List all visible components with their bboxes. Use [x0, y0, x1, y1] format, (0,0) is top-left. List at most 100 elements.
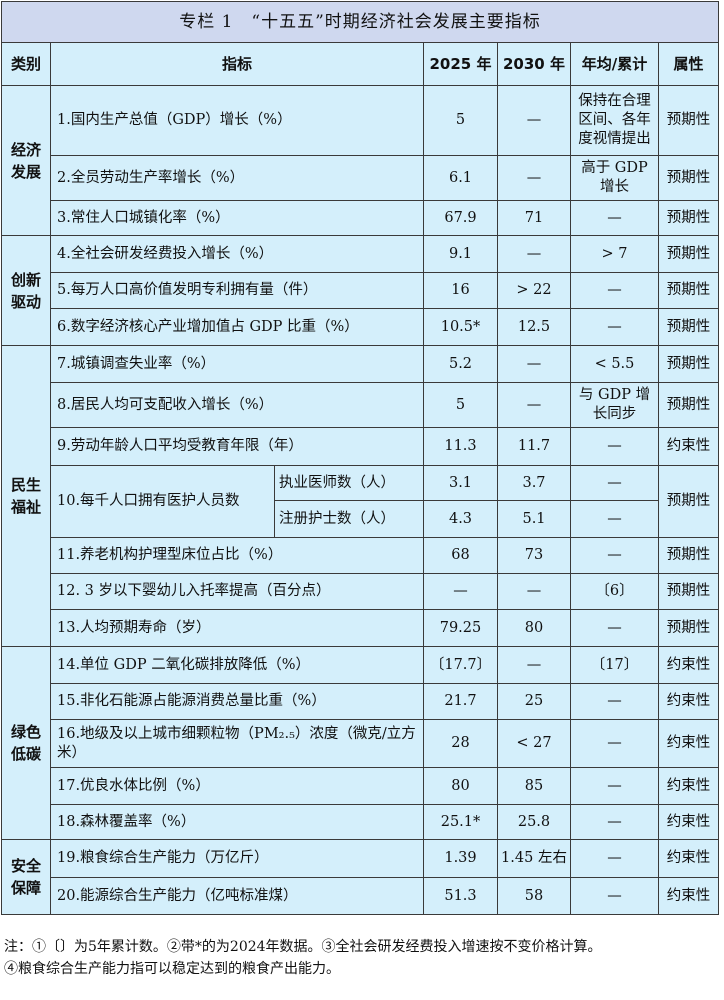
value-2025: 11.3 — [423, 427, 498, 466]
table-notes: 注：①〔〕为5年累计数。②带*的为2024年数据。③全社会研发经费投入增速按不变… — [4, 936, 720, 980]
header-indicator: 指标 — [50, 42, 424, 86]
value-2025: 80 — [423, 767, 498, 805]
table-row: 13.人均预期寿命（岁） 79.25 80— 预期性 — [2, 609, 720, 647]
attribute: 约束性 — [657, 683, 720, 720]
sub-indicator-label: 执业医师数（人） — [274, 465, 424, 501]
attribute: 约束性 — [657, 877, 720, 915]
value-2030: 73 — [497, 537, 571, 574]
table-row: 5.每万人口高价值发明专利拥有量（件） 16 > 22— 预期性 — [2, 272, 720, 309]
value-avg: 〔6〕 — [570, 573, 659, 610]
attribute: 约束性 — [657, 427, 720, 466]
header-attr: 属性 — [657, 42, 720, 86]
table-row: 10.每千人口拥有医护人员数 执业医师数（人） 3.1 3.7— 预期性 — [2, 465, 720, 538]
table-row: 15.非化石能源占能源消费总量比重（%） 21.7 25— 约束性 — [2, 683, 720, 720]
indicator-label: 3.常住人口城镇化率（%） — [50, 200, 424, 236]
indicator-label: 9.劳动年龄人口平均受教育年限（年） — [50, 427, 424, 466]
indicator-label: 20.能源综合生产能力（亿吨标准煤） — [50, 877, 424, 915]
value-2030: < 27 — [497, 719, 571, 768]
value-2025: 5.2 — [423, 345, 498, 383]
value-avg: — — [570, 877, 659, 915]
table-row: 16.地级及以上城市细颗粒物（PM₂.₅）浓度（微克/立方米） 28 < 27— 约束… — [2, 719, 720, 768]
value-2030: — — [497, 235, 571, 273]
value-2030: — — [497, 85, 571, 156]
value-2030: 80 — [497, 609, 571, 647]
value-2025: 67.9 — [423, 200, 498, 236]
value-2025: 3.1 — [423, 465, 498, 501]
header-2025: 2025 年 — [423, 42, 498, 86]
table-row: 经济发展 1.国内生产总值（GDP）增长（%） 5— 保持在合理区间、各年度视情提出预… — [1, 85, 720, 236]
value-2030: 12.5 — [497, 308, 571, 346]
indicator-label: 4.全社会研发经费投入增长（%） — [50, 235, 424, 273]
value-2025: 〔17.7〕 — [423, 646, 498, 684]
value-2030: — — [497, 345, 571, 383]
table-row: 12. 3 岁以下婴幼儿入托率提高（百分点） — — 〔6〕 预期性 — [2, 573, 720, 610]
category-label: 经济发展 — [1, 85, 51, 236]
value-2025: 16 — [423, 272, 498, 309]
value-2030: — — [497, 382, 571, 428]
header-avg: 年均/累计 — [570, 42, 659, 86]
indicator-label: 19.粮食综合生产能力（万亿斤） — [50, 839, 424, 878]
value-avg: — — [570, 683, 659, 720]
table-row: 绿色低碳 14.单位 GDP 二氧化碳排放降低（%） 〔17.7〕 — 〔17〕 约束性 — [1, 646, 720, 840]
value-2025: 9.1 — [423, 235, 498, 273]
attribute: 预期性 — [657, 200, 720, 236]
value-avg: — — [570, 200, 659, 236]
value-avg: 保持在合理区间、各年度视情提出 — [570, 85, 659, 156]
value-2030: 25.8 — [497, 804, 571, 840]
table-row: 民生福祉 7.城镇调查失业率（%） 5.2— < 5.5 预期性 — [1, 345, 720, 647]
table-title: 专栏 1 “十五五”时期经济社会发展主要指标 — [0, 1, 720, 43]
indicator-label: 7.城镇调查失业率（%） — [50, 345, 424, 383]
value-avg: 高于 GDP 增长 — [570, 155, 659, 201]
indicator-label: 10.每千人口拥有医护人员数 — [50, 465, 275, 538]
attribute: 约束性 — [657, 804, 720, 840]
table-row: 17.优良水体比例（%） 80 85— 约束性 — [2, 767, 720, 805]
value-avg: — — [570, 609, 659, 647]
attribute: 约束性 — [657, 839, 720, 878]
indicator-label: 6.数字经济核心产业增加值占 GDP 比重（%） — [50, 308, 424, 346]
indicator-label: 13.人均预期寿命（岁） — [50, 609, 424, 647]
attribute: 预期性 — [657, 573, 720, 610]
value-2030: 58 — [497, 877, 571, 915]
value-avg: — — [570, 500, 659, 538]
table-row: 3.常住人口城镇化率（%） 67.9 71— 预期性 — [2, 200, 720, 236]
value-avg: — — [570, 804, 659, 840]
attribute: 预期性 — [657, 382, 720, 428]
value-2025: 6.1 — [423, 155, 498, 201]
indicator-label: 17.优良水体比例（%） — [50, 767, 424, 805]
table-row: 9.劳动年龄人口平均受教育年限（年） 11.3 11.7— 约束性 — [2, 427, 720, 466]
value-2030: — — [497, 573, 571, 610]
value-2030: 5.1 — [497, 500, 571, 538]
value-2025: 4.3 — [423, 500, 498, 538]
attribute: 预期性 — [657, 272, 720, 309]
value-2030: 3.7 — [497, 465, 571, 501]
table-row: 注册护士数（人） 4.3 5.1— — [2, 500, 719, 538]
value-2025: 5 — [423, 85, 498, 156]
attribute: 预期性 — [657, 235, 720, 273]
value-2025: 51.3 — [423, 877, 498, 915]
table-row: 安全保障 19.粮食综合生产能力（万亿斤） 1.39 1.45 左右 — 约束性 — [1, 839, 720, 915]
category-label: 民生福祉 — [1, 345, 51, 647]
value-2030: 71 — [497, 200, 571, 236]
category-label: 创新驱动 — [1, 235, 51, 346]
value-avg: — — [570, 537, 659, 574]
attribute: 预期性 — [657, 308, 720, 346]
header-category: 类别 — [1, 42, 51, 86]
indicator-label: 15.非化石能源占能源消费总量比重（%） — [50, 683, 424, 720]
indicator-label: 14.单位 GDP 二氧化碳排放降低（%） — [50, 646, 424, 684]
note-line: ④粮食综合生产能力指可以稳定达到的粮食产出能力。 — [4, 961, 340, 977]
value-avg: < 5.5 — [570, 345, 659, 383]
value-2030: > 22 — [497, 272, 571, 309]
header-2030: 2030 年 — [497, 42, 571, 86]
value-avg: — — [570, 839, 659, 878]
indicator-label: 11.养老机构护理型床位占比（%） — [50, 537, 424, 574]
attribute: 预期性 — [657, 155, 720, 201]
attribute: 约束性 — [657, 646, 720, 684]
indicator-label: 1.国内生产总值（GDP）增长（%） — [50, 85, 424, 156]
value-2025: — — [423, 573, 498, 610]
value-avg: — — [570, 272, 659, 309]
value-avg: — — [570, 767, 659, 805]
table-row: 18.森林覆盖率（%） 25.1* 25.8— 约束性 — [2, 804, 720, 840]
attribute: 约束性 — [657, 719, 720, 768]
table-row: 2.全员劳动生产率增长（%） 6.1— 高于 GDP 增长 预期性 — [2, 155, 720, 201]
attribute: 预期性 — [657, 465, 720, 538]
